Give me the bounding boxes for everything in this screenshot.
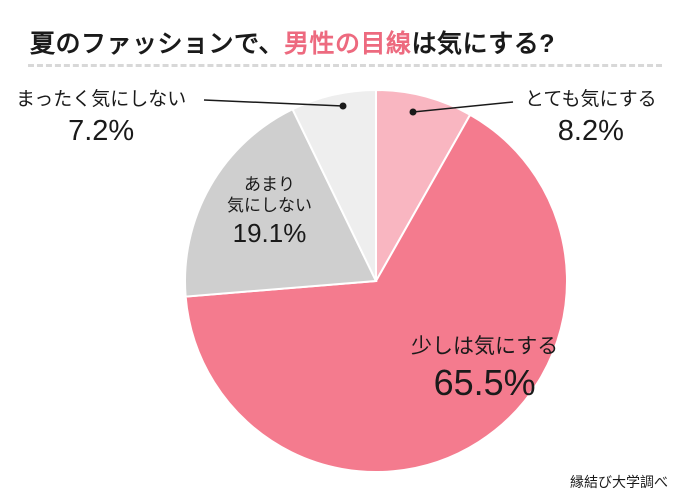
leader-line <box>204 100 343 106</box>
leader-lines <box>0 0 690 502</box>
callout-left-name: まったく気にしない <box>16 88 186 113</box>
callout-right: とても気にする 8.2% <box>525 88 657 150</box>
callout-left: まったく気にしない 7.2% <box>16 88 186 150</box>
leader-dot <box>340 103 347 110</box>
leader-line <box>413 102 513 112</box>
callout-left-pct: 7.2% <box>16 113 186 151</box>
attribution: 縁結び大学調べ <box>570 472 668 492</box>
callout-right-pct: 8.2% <box>525 113 657 151</box>
callout-right-name: とても気にする <box>525 88 657 113</box>
leader-dot <box>410 109 417 116</box>
